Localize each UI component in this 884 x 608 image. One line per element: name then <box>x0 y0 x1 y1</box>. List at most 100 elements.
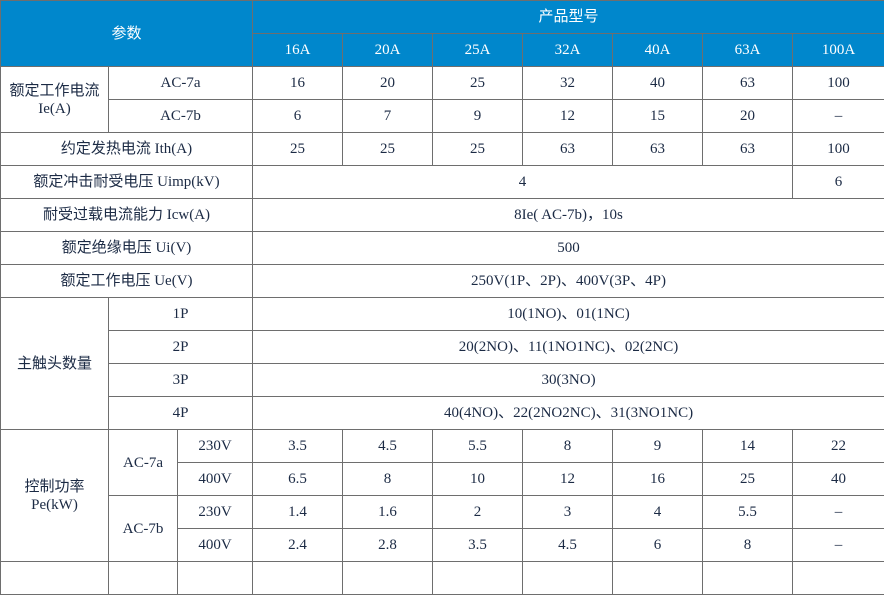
table-row-ui: 额定绝缘电压 Ui(V) 500 <box>0 231 884 265</box>
cell-power-ac7b-400v-63a: 8 <box>702 528 794 562</box>
cut-off-cell-sub1 <box>108 561 178 595</box>
row-label-main-contact-quantity: 主触头数量 <box>0 297 109 430</box>
row-label-rated-operational-current: 额定工作电流 Ie(A) <box>0 66 109 133</box>
cell-ue-value: 250V(1P、2P)、400V(3P、4P) <box>252 264 884 298</box>
sub-label-1p: 1P <box>107 297 254 331</box>
cell-power-ac7a-230v-100a: 22 <box>792 429 884 463</box>
cell-power-ac7b-400v-20a: 2.8 <box>342 528 434 562</box>
cell-ith-63a: 63 <box>702 132 794 166</box>
table-header-row-top: 参数 产品型号 <box>0 0 884 67</box>
sub-label-power-ac7b-230v: 230V <box>176 495 254 529</box>
sub-label-power-ac7b: AC-7b <box>108 495 178 562</box>
cell-ie-ac7b-25a: 9 <box>432 99 524 133</box>
row-label-rated-impulse-withstand-voltage: 额定冲击耐受电压 Uimp(kV) <box>0 165 254 199</box>
table-row-ue: 额定工作电压 Ue(V) 250V(1P、2P)、400V(3P、4P) <box>0 264 884 298</box>
cut-off-cell-20a <box>342 561 434 595</box>
cell-ith-25a: 25 <box>432 132 524 166</box>
cell-power-ac7a-230v-32a: 8 <box>522 429 614 463</box>
control-power-label-line2: Pe(kW) <box>31 496 78 513</box>
row-label-rated-insulation-voltage: 额定绝缘电压 Ui(V) <box>0 231 254 265</box>
cell-ie-ac7a-16a: 16 <box>252 66 344 100</box>
cell-power-ac7a-400v-16a: 6.5 <box>252 462 344 496</box>
sub-label-ac7a: AC-7a <box>107 66 254 100</box>
table-row-uimp: 额定冲击耐受电压 Uimp(kV) 4 6 <box>0 165 884 199</box>
header-model-40a: 40A <box>612 33 704 67</box>
cell-ui-value: 500 <box>252 231 884 265</box>
cell-power-ac7a-230v-63a: 14 <box>702 429 794 463</box>
cut-off-cell-100a <box>792 561 884 595</box>
cut-off-cell-25a <box>432 561 524 595</box>
table-row-ie-ac7b: AC-7b 6 7 9 12 15 20 – <box>1 99 884 133</box>
sub-label-ac7b: AC-7b <box>107 99 254 133</box>
cell-power-ac7a-230v-25a: 5.5 <box>432 429 524 463</box>
row-label-conventional-thermal-current: 约定发热电流 Ith(A) <box>0 132 254 166</box>
header-product-model: 产品型号 <box>252 0 884 34</box>
cell-power-ac7b-400v-16a: 2.4 <box>252 528 344 562</box>
cell-power-ac7b-400v-100a: – <box>792 528 884 562</box>
cell-power-ac7a-400v-40a: 16 <box>612 462 704 496</box>
sub-label-power-ac7a-400v: 400V <box>176 462 254 496</box>
sub-label-power-ac7b-400v: 400V <box>176 528 254 562</box>
cell-power-ac7a-400v-32a: 12 <box>522 462 614 496</box>
cell-ie-ac7a-25a: 25 <box>432 66 524 100</box>
header-model-100a: 100A <box>792 33 884 67</box>
table-row-power-ac7a-400v: 400V 6.5 8 10 12 16 25 40 <box>1 462 884 496</box>
header-parameter: 参数 <box>0 0 254 67</box>
cut-off-cell-sub2 <box>176 561 254 595</box>
table-row-power-ac7b-400v: 400V 2.4 2.8 3.5 4.5 6 8 – <box>1 528 884 562</box>
cut-off-cell-16a <box>252 561 344 595</box>
cell-power-ac7a-400v-63a: 25 <box>702 462 794 496</box>
sub-label-4p: 4P <box>107 396 254 430</box>
cell-power-ac7b-400v-25a: 3.5 <box>432 528 524 562</box>
cell-power-ac7b-230v-63a: 5.5 <box>702 495 794 529</box>
table-row-cut-off <box>0 561 884 595</box>
sub-label-3p: 3P <box>107 363 254 397</box>
control-power-label-line1: 控制功率 <box>24 478 85 495</box>
cell-ie-ac7b-63a: 20 <box>702 99 794 133</box>
cell-ie-ac7b-16a: 6 <box>252 99 344 133</box>
cell-power-ac7b-230v-16a: 1.4 <box>252 495 344 529</box>
cell-power-ac7a-230v-16a: 3.5 <box>252 429 344 463</box>
cell-power-ac7b-230v-25a: 2 <box>432 495 524 529</box>
header-model-20a: 20A <box>342 33 434 67</box>
cell-ie-ac7a-63a: 63 <box>702 66 794 100</box>
header-model-16a: 16A <box>252 33 344 67</box>
row-label-rated-operational-voltage: 额定工作电压 Ue(V) <box>0 264 254 298</box>
cell-uimp-16a-63a: 4 <box>252 165 794 199</box>
cell-power-ac7b-400v-32a: 4.5 <box>522 528 614 562</box>
table-row-contacts-2p: 2P 20(2NO)、11(1NO1NC)、02(2NC) <box>1 330 884 364</box>
cell-ie-ac7a-20a: 20 <box>342 66 434 100</box>
table-row-power-ac7b-230v: AC-7b 230V 1.4 1.6 2 3 4 5.5 – <box>1 495 884 562</box>
cell-power-ac7a-400v-25a: 10 <box>432 462 524 496</box>
cell-power-ac7b-230v-40a: 4 <box>612 495 704 529</box>
cell-contacts-4p: 40(4NO)、22(2NO2NC)、31(3NO1NC) <box>252 396 884 430</box>
product-specification-table: 参数 产品型号 16A 20A 25A 32A 40A 63A 100A 额定工… <box>0 0 884 595</box>
cell-ith-32a: 63 <box>522 132 614 166</box>
sub-label-power-ac7a: AC-7a <box>108 429 178 496</box>
cell-ith-40a: 63 <box>612 132 704 166</box>
cell-ith-20a: 25 <box>342 132 434 166</box>
cell-power-ac7b-230v-100a: – <box>792 495 884 529</box>
cell-contacts-2p: 20(2NO)、11(1NO1NC)、02(2NC) <box>252 330 884 364</box>
cell-ith-100a: 100 <box>792 132 884 166</box>
cell-power-ac7a-230v-40a: 9 <box>612 429 704 463</box>
cell-ith-16a: 25 <box>252 132 344 166</box>
cell-power-ac7a-400v-20a: 8 <box>342 462 434 496</box>
cut-off-cell-32a <box>522 561 614 595</box>
cell-ie-ac7b-32a: 12 <box>522 99 614 133</box>
sub-label-power-ac7a-230v: 230V <box>176 429 254 463</box>
table-row-contacts-3p: 3P 30(3NO) <box>1 363 884 397</box>
sub-label-2p: 2P <box>107 330 254 364</box>
cut-off-cell-40a <box>612 561 704 595</box>
cell-power-ac7a-400v-100a: 40 <box>792 462 884 496</box>
cell-ie-ac7a-40a: 40 <box>612 66 704 100</box>
cell-ie-ac7a-32a: 32 <box>522 66 614 100</box>
header-model-32a: 32A <box>522 33 614 67</box>
cell-contacts-3p: 30(3NO) <box>252 363 884 397</box>
cell-uimp-100a: 6 <box>792 165 884 199</box>
cell-power-ac7a-230v-20a: 4.5 <box>342 429 434 463</box>
table-row-icw: 耐受过载电流能力 Icw(A) 8Ie( AC-7b)，10s <box>0 198 884 232</box>
table-header-row-models: 16A 20A 25A 32A 40A 63A 100A <box>1 33 884 67</box>
header-model-63a: 63A <box>702 33 794 67</box>
cell-icw-value: 8Ie( AC-7b)，10s <box>252 198 884 232</box>
